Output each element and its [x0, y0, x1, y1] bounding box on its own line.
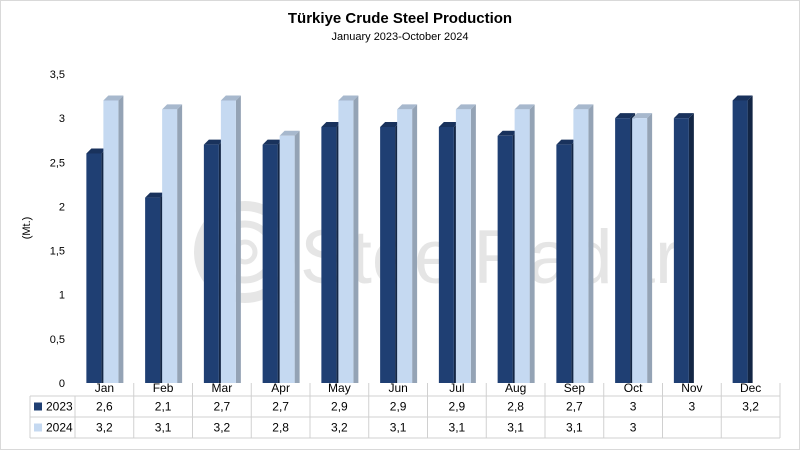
bar-2024-sep — [573, 104, 594, 384]
legend-key-2023 — [34, 402, 42, 411]
bar-2024-may — [338, 95, 359, 383]
data-cell-2024-sep: 3,1 — [566, 421, 583, 435]
category-label: Jun — [388, 381, 407, 395]
bar-2024-apr — [279, 130, 300, 383]
y-axis-ticks: 0 0,5 1 1,5 2 2,5 3 3,5 — [50, 69, 65, 390]
y-tick-label: 0,5 — [50, 334, 65, 346]
data-cell-2023-dec: 3,2 — [742, 400, 759, 414]
data-cell-2023-may: 2,9 — [331, 400, 348, 414]
bar-2023-dec — [732, 95, 753, 383]
bar-2024-feb — [162, 104, 183, 384]
legend-key-2024 — [34, 423, 42, 432]
legend-label-2023: 2023 — [46, 400, 73, 414]
data-cell-2024-jan: 3,2 — [96, 421, 113, 435]
category-label: May — [328, 381, 351, 395]
data-cell-2023-sep: 2,7 — [566, 400, 583, 414]
chart-subtitle: January 2023-October 2024 — [331, 31, 469, 43]
category-label: Jul — [449, 381, 464, 395]
y-tick-label: 1 — [59, 290, 65, 302]
category-label: Jan — [95, 381, 114, 395]
y-tick-label: 1,5 — [50, 246, 65, 258]
data-cell-2023-feb: 2,1 — [155, 400, 172, 414]
category-label: Mar — [212, 381, 233, 395]
data-cell-2023-jan: 2,6 — [96, 400, 113, 414]
bar-2024-aug — [514, 104, 535, 384]
data-cell-2023-jul: 2,9 — [449, 400, 466, 414]
data-cell-2023-apr: 2,7 — [272, 400, 289, 414]
data-cell-2024-jun: 3,1 — [390, 421, 407, 435]
data-cell-2024-jul: 3,1 — [449, 421, 466, 435]
category-label: Aug — [505, 381, 526, 395]
data-cell-2024-feb: 3,1 — [155, 421, 172, 435]
data-cell-2024-oct: 3 — [630, 421, 637, 435]
data-cell-2024-aug: 3,1 — [507, 421, 524, 435]
y-tick-label: 0 — [59, 378, 65, 390]
category-label: Dec — [740, 381, 761, 395]
bar-2024-jul — [455, 104, 476, 384]
bar-2023-nov — [673, 113, 694, 384]
bar-2024-mar — [220, 95, 241, 383]
data-table: Jan Feb Mar Apr May Jun Jul Aug Sep Oct Nov Dec 2023… — [29, 381, 781, 439]
category-label: Feb — [153, 381, 174, 395]
data-cell-2024-may: 3,2 — [331, 421, 348, 435]
category-label: Apr — [271, 381, 290, 395]
y-tick-label: 3,5 — [50, 69, 65, 81]
y-tick-label: 3 — [59, 113, 65, 125]
data-cell-2023-nov: 3 — [689, 400, 696, 414]
data-cell-2024-apr: 2,8 — [272, 421, 289, 435]
legend-label-2024: 2024 — [46, 421, 73, 435]
chart-title: Türkiye Crude Steel Production — [287, 10, 513, 27]
bar-2024-jan — [103, 95, 124, 383]
category-label: Oct — [624, 381, 643, 395]
category-label: Sep — [564, 381, 586, 395]
bar-2024-jun — [397, 104, 418, 384]
bar-2024-oct — [632, 113, 653, 384]
data-cell-2023-aug: 2,8 — [507, 400, 524, 414]
data-cell-2023-oct: 3 — [630, 400, 637, 414]
y-tick-label: 2 — [59, 201, 65, 213]
bars — [86, 95, 753, 384]
y-tick-label: 2,5 — [50, 157, 65, 169]
category-label: Nov — [681, 381, 702, 395]
y-axis-label: (Mt.) — [21, 217, 33, 240]
data-cell-2023-mar: 2,7 — [214, 400, 231, 414]
data-cell-2024-mar: 3,2 — [214, 421, 231, 435]
data-cell-2023-jun: 2,9 — [390, 400, 407, 414]
